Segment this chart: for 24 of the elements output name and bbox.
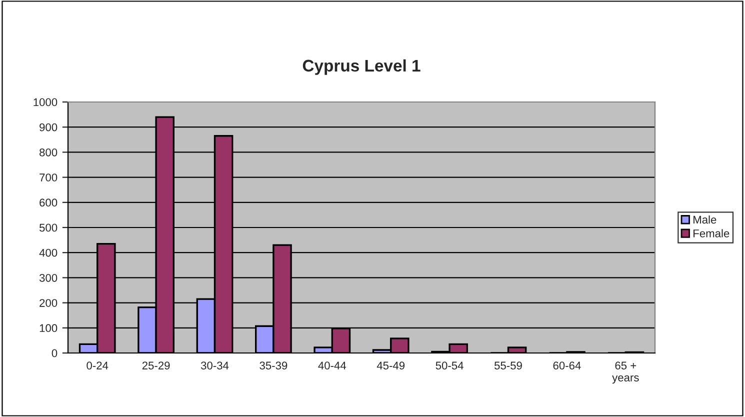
y-tick-label: 600 <box>40 198 58 207</box>
y-tick-label: 700 <box>40 174 58 182</box>
x-tick-label: 55-59 <box>494 362 522 370</box>
x-tick-label: 60-64 <box>553 362 581 370</box>
x-tick-label: 0-24 <box>86 362 108 370</box>
y-tick-label: 400 <box>39 248 58 257</box>
x-tick-label: 25-29 <box>142 362 170 370</box>
chart-title: Cyprus Level 1 <box>302 59 420 75</box>
y-tick-label: 800 <box>40 148 58 156</box>
y-tick-label: 100 <box>40 324 58 332</box>
x-tick-label: 45-49 <box>376 362 405 370</box>
y-tick-label: 200 <box>40 299 58 307</box>
y-tick-label: 0 <box>52 349 58 358</box>
y-tick-label: 300 <box>39 274 58 282</box>
y-tick-label: 1000 <box>34 98 58 106</box>
legend-label: Male <box>694 215 716 224</box>
y-tick-label: 900 <box>40 123 58 132</box>
y-tick-label: 500 <box>39 224 58 232</box>
x-tick-label: 40-44 <box>318 362 346 370</box>
x-tick-label: 30-34 <box>200 362 229 370</box>
legend-label: Female <box>694 229 730 238</box>
x-tick-label: 50-54 <box>436 362 464 370</box>
x-tick-label: 65 + years <box>612 362 639 384</box>
x-tick-label: 35-39 <box>260 362 288 370</box>
